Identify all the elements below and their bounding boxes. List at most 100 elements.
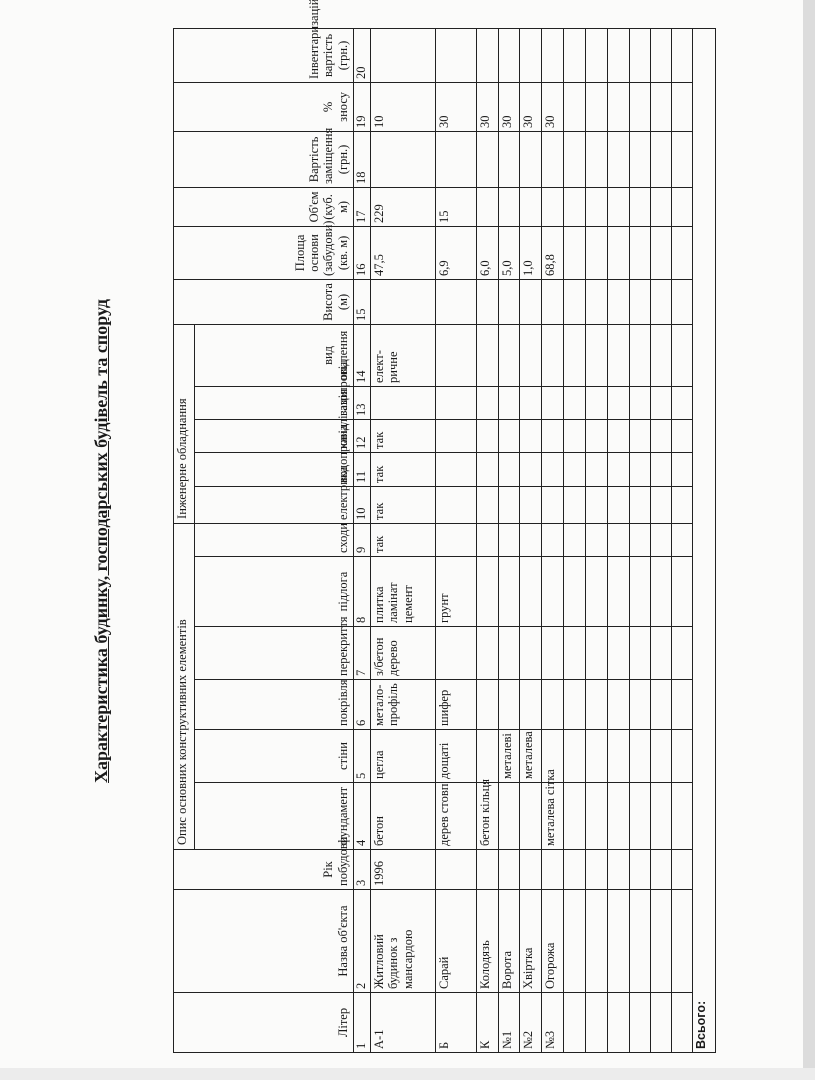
table-cell bbox=[585, 486, 608, 524]
column-header: каналізація bbox=[194, 389, 354, 453]
table-cell bbox=[629, 849, 651, 890]
table-cell bbox=[607, 187, 630, 227]
total-label: Всього: bbox=[692, 28, 716, 1053]
table-cell bbox=[650, 82, 672, 132]
table-cell: Колодязь bbox=[476, 889, 499, 993]
column-header: Назва об'єкта bbox=[173, 889, 354, 993]
column-header: Рік побудови bbox=[173, 837, 354, 890]
table-cell bbox=[585, 386, 608, 420]
table-cell: Б bbox=[435, 992, 477, 1053]
table-cell bbox=[671, 324, 693, 387]
table-cell bbox=[607, 386, 630, 420]
table-cell bbox=[629, 279, 651, 325]
column-header: Інвентаризаційна вартість (грн.) bbox=[173, 0, 354, 83]
table-cell: так bbox=[370, 523, 436, 557]
column-number-row: 1 2 3 4 5 6 7 8 9 10 11 12 13 14 15 16 17 18 19 20 bbox=[353, 28, 371, 1053]
table-cell bbox=[671, 82, 693, 132]
table-cell bbox=[650, 729, 672, 783]
table-cell bbox=[671, 782, 693, 850]
document-sheet: Характеристика будинку, господарських бу… bbox=[91, 0, 718, 1053]
table-cell bbox=[629, 452, 651, 487]
table-cell bbox=[498, 523, 520, 557]
table-cell bbox=[541, 679, 564, 730]
table-cell bbox=[476, 452, 499, 487]
column-header: газопровід bbox=[194, 359, 354, 420]
table-cell bbox=[607, 523, 630, 557]
table-cell bbox=[563, 419, 586, 453]
table-cell: цегла bbox=[370, 729, 436, 783]
table-cell bbox=[629, 324, 651, 387]
table-row: №1 Ворота металеві 5,0 30 bbox=[498, 28, 520, 1053]
table-row: №3 Огорожа металева сітка 68,8 30 bbox=[541, 28, 564, 1053]
table-cell bbox=[476, 419, 499, 453]
table-cell bbox=[563, 226, 586, 280]
column-number: 19 bbox=[353, 82, 371, 132]
table-cell bbox=[519, 626, 542, 680]
table-cell bbox=[607, 226, 630, 280]
table-cell bbox=[607, 729, 630, 783]
table-cell bbox=[498, 679, 520, 730]
table-cell bbox=[563, 386, 586, 420]
table-cell bbox=[476, 729, 499, 783]
column-number: 4 bbox=[353, 782, 371, 850]
table-cell bbox=[671, 556, 693, 627]
column-number: 6 bbox=[353, 679, 371, 730]
table-cell bbox=[585, 556, 608, 627]
table-cell bbox=[671, 452, 693, 487]
column-number: 1 bbox=[353, 992, 371, 1053]
table-cell bbox=[498, 452, 520, 487]
table-cell bbox=[563, 131, 586, 188]
buildings-table: Літер Назва об'єкта Рік побудови Опис основ… bbox=[173, 0, 716, 1053]
table-cell bbox=[519, 386, 542, 420]
table-cell: Сарай bbox=[435, 889, 477, 993]
table-cell bbox=[435, 279, 477, 325]
table-cell bbox=[541, 28, 564, 83]
column-header: електрика bbox=[194, 467, 354, 524]
table-cell bbox=[607, 419, 630, 453]
table-cell bbox=[671, 849, 693, 890]
table-cell: 10 bbox=[370, 82, 436, 132]
column-number: 8 bbox=[353, 556, 371, 627]
table-cell bbox=[476, 187, 499, 227]
table-cell bbox=[563, 82, 586, 132]
table-cell bbox=[541, 419, 564, 453]
table-cell bbox=[476, 279, 499, 325]
table-cell bbox=[563, 992, 586, 1053]
column-header: фундамент bbox=[194, 782, 354, 850]
table-cell bbox=[563, 279, 586, 325]
column-number: 15 bbox=[353, 279, 371, 325]
table-cell bbox=[498, 386, 520, 420]
table-row: К Колодязь бетон кільця 6,0 30 bbox=[476, 28, 499, 1053]
table-cell: 30 bbox=[541, 82, 564, 132]
column-header: водопровід bbox=[194, 424, 354, 487]
table-cell: Житловий будинок з мансардою bbox=[370, 889, 436, 993]
table-cell bbox=[650, 131, 672, 188]
table-cell bbox=[607, 782, 630, 850]
column-header: сходи bbox=[194, 523, 354, 557]
table-cell bbox=[541, 486, 564, 524]
table-cell bbox=[541, 452, 564, 487]
table-cell: бетон bbox=[370, 782, 436, 850]
table-cell bbox=[541, 523, 564, 557]
table-cell bbox=[476, 523, 499, 557]
table-cell: Хвіртка bbox=[519, 889, 542, 993]
table-cell: металева bbox=[519, 729, 542, 783]
column-header: перекриття bbox=[194, 616, 354, 680]
table-cell bbox=[629, 782, 651, 850]
table-cell bbox=[519, 131, 542, 188]
page-title: Характеристика будинку, господарських бу… bbox=[91, 299, 111, 783]
table-cell bbox=[498, 28, 520, 83]
table-cell bbox=[435, 523, 477, 557]
table-cell bbox=[607, 849, 630, 890]
table-cell bbox=[519, 556, 542, 627]
table-cell bbox=[585, 452, 608, 487]
table-cell bbox=[607, 131, 630, 188]
table-cell bbox=[650, 849, 672, 890]
table-cell bbox=[476, 486, 499, 524]
table-cell bbox=[541, 626, 564, 680]
group-header-construction: Опис основних конструктивних елементів bbox=[173, 523, 195, 850]
table-row bbox=[585, 28, 608, 1053]
column-header: покрівля bbox=[194, 679, 354, 730]
table-cell bbox=[629, 187, 651, 227]
total-row: Всього: bbox=[692, 28, 716, 1053]
